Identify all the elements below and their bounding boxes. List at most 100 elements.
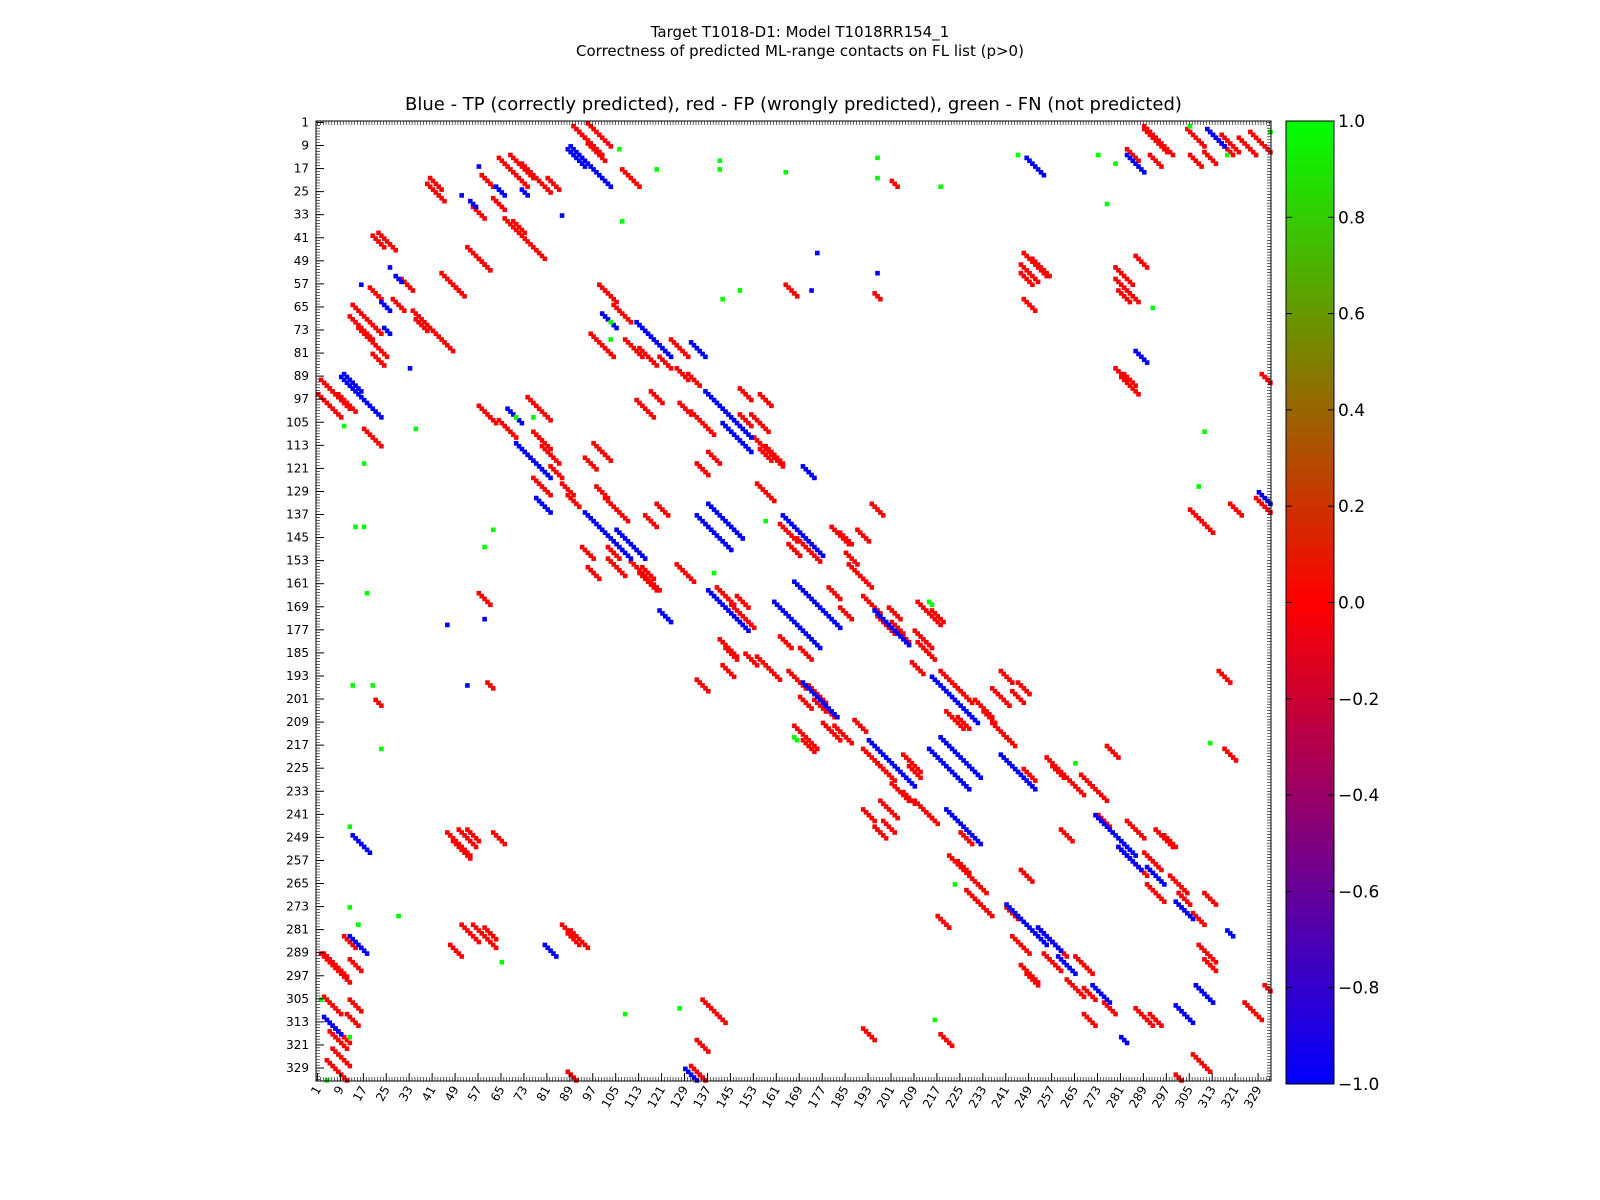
contact-cell-fp: [1090, 784, 1095, 789]
contact-cell-tp: [1130, 859, 1136, 864]
contact-cell-fp: [344, 1046, 350, 1052]
contact-cell-fp: [545, 449, 551, 455]
contact-cell-tp: [969, 714, 975, 720]
contact-cell-fp: [892, 611, 898, 616]
contact-cell-tp: [1187, 1017, 1193, 1023]
contact-cell-fp: [858, 573, 863, 579]
y-axis-ticks: 1917253341495765738189971051131211291371…: [286, 115, 324, 1075]
contact-cell-fp: [482, 933, 487, 939]
contact-cell-fp: [1050, 959, 1055, 965]
y-tick-label: 217: [286, 738, 309, 752]
contact-cell-tp: [1024, 922, 1029, 928]
contact-cell-tp: [367, 403, 373, 409]
contact-cell-tp: [1213, 135, 1219, 141]
contact-cell-fp: [866, 752, 872, 757]
y-tick-label: 49: [294, 254, 309, 268]
x-tick-label: 49: [442, 1084, 462, 1104]
contact-cell-fp: [1253, 152, 1259, 158]
contact-cell-fp: [967, 726, 972, 732]
contact-cell-fp: [685, 409, 691, 414]
contact-cell-tp: [875, 270, 880, 276]
contact-cell-fp: [642, 513, 648, 518]
contact-cell-fp: [582, 455, 588, 461]
colorbar-tick-label: −0.4: [1338, 786, 1379, 806]
contact-cell-tp: [1136, 864, 1141, 870]
contact-cell-fp: [622, 337, 628, 342]
y-tick-label: 273: [286, 900, 309, 914]
contact-cell-fp: [336, 968, 341, 974]
contact-cell-fp: [723, 665, 728, 671]
contact-cell-fp: [338, 1040, 344, 1046]
contact-cell-fp: [918, 769, 923, 775]
contact-cell-tp: [903, 639, 909, 645]
contact-cell-fp: [1124, 296, 1130, 302]
contact-cell-tp: [823, 611, 829, 616]
contact-cell-fp: [511, 224, 516, 230]
contact-cell-fp: [964, 867, 969, 873]
contact-cell-fp: [855, 527, 860, 533]
contact-cell-fp: [878, 611, 883, 616]
contact-cell-tp: [1047, 936, 1052, 942]
contact-cell-tp: [743, 443, 748, 449]
contact-cell-tp: [1116, 835, 1121, 841]
contact-cell-fp: [817, 559, 823, 564]
contact-cell-tp: [1035, 925, 1041, 930]
contact-cell-fp: [1061, 951, 1067, 956]
contact-cell-fp: [1032, 259, 1038, 264]
contact-cell-fp: [751, 660, 757, 665]
contact-cell-fp: [757, 446, 763, 452]
contact-cell-fp: [333, 962, 338, 968]
contact-cell-fp: [1256, 1014, 1262, 1020]
contact-cell-fp: [952, 717, 958, 723]
contact-cell-fp: [591, 464, 596, 469]
contact-cell-fp: [1096, 789, 1101, 795]
contact-cell-fp: [769, 403, 774, 409]
contact-cell-fp: [536, 178, 542, 184]
contact-cell-fp: [556, 472, 562, 478]
contact-cell-fp: [1012, 691, 1018, 697]
contact-cell-fp: [703, 1000, 708, 1005]
contact-cell-fp: [359, 1008, 364, 1014]
contact-cell-fp: [1262, 504, 1267, 510]
contact-cell-tp: [967, 830, 972, 835]
contact-cell-fp: [608, 458, 614, 463]
contact-cell-fp: [1136, 1008, 1141, 1014]
contact-cell-fp: [1064, 775, 1070, 781]
contact-cell-tp: [938, 735, 943, 740]
contact-cell-fp: [677, 564, 682, 570]
contact-cell-fp: [889, 810, 895, 815]
contact-cell-fp: [450, 282, 456, 288]
contact-cell-fp: [1024, 769, 1029, 775]
contact-cell-fp: [602, 452, 608, 458]
contact-cell-tp: [895, 631, 900, 636]
contact-cell-tp: [800, 533, 806, 538]
contact-cell-fp: [1167, 873, 1173, 879]
contact-cell-fp: [714, 458, 720, 463]
figure-title-line-2: Correctness of predicted ML-range contac…: [576, 42, 1024, 60]
contact-cell-fp: [731, 654, 737, 659]
contact-cell-tp: [1007, 761, 1012, 766]
contact-cell-fp: [582, 942, 588, 948]
contact-cell-fp: [1159, 896, 1164, 902]
contact-cell-fp: [1070, 838, 1075, 844]
contact-cell-fp: [359, 328, 364, 334]
contact-cell-fp: [488, 931, 493, 936]
contact-cell-tp: [333, 1026, 338, 1031]
contact-cell-fp: [556, 187, 562, 192]
contact-cell-fn: [318, 997, 324, 1003]
contact-cell-fp: [1050, 763, 1055, 769]
contact-cell-fp: [880, 513, 886, 518]
contact-cell-tp: [579, 155, 585, 161]
contact-cell-fp: [1144, 126, 1150, 132]
contact-cell-fp: [1012, 936, 1018, 942]
contact-cell-tp: [740, 622, 746, 628]
contact-cell-fp: [585, 564, 591, 570]
contact-cell-fp: [336, 1069, 341, 1075]
contact-cell-fp: [846, 562, 852, 567]
contact-cell-fp: [946, 1040, 952, 1046]
contact-cell-tp: [384, 328, 390, 334]
contact-cell-tp: [803, 466, 809, 472]
contact-cell-fp: [812, 743, 817, 749]
contact-cell-tp: [803, 631, 809, 636]
contact-cell-fp: [860, 807, 866, 812]
